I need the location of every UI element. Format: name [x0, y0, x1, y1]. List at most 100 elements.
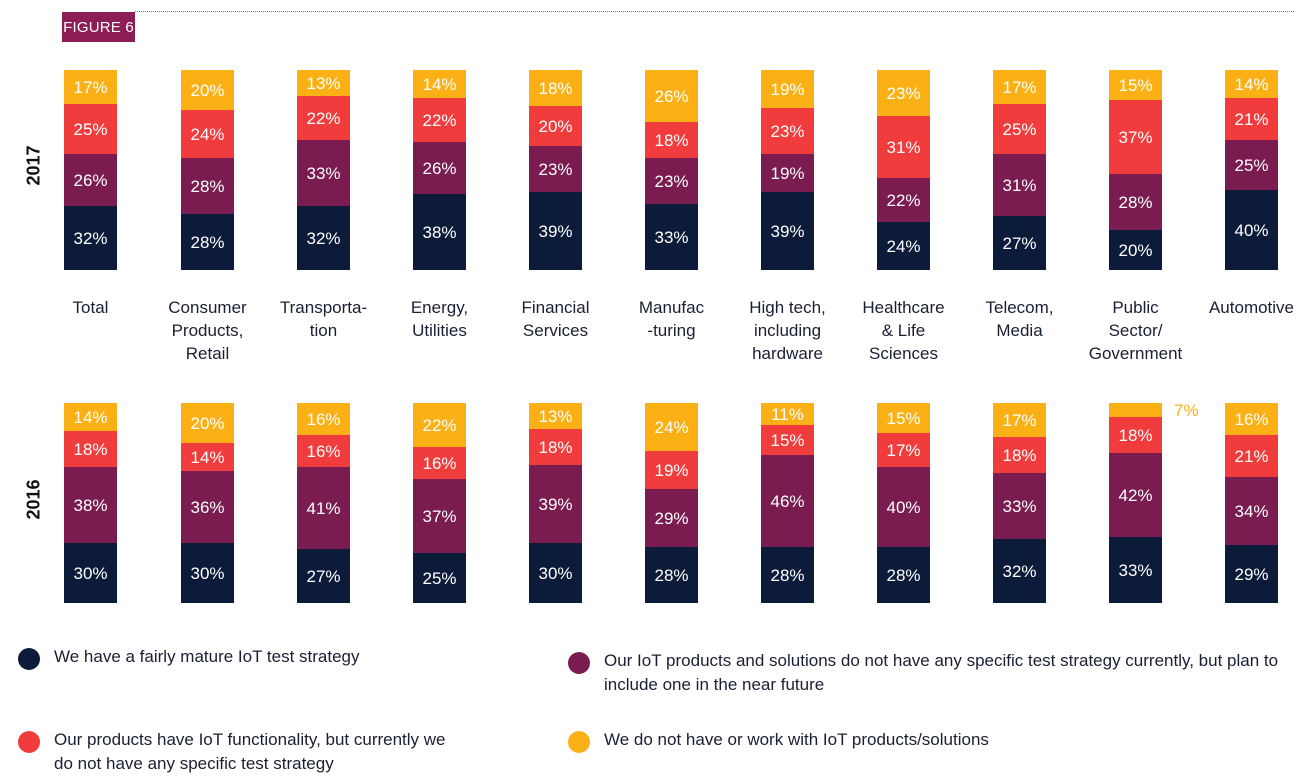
legend-item-no-iot: We do not have or work with IoT products… — [568, 728, 1268, 753]
data-label-2016-no_strategy-7: 17% — [886, 441, 920, 460]
bar-segment-2016-no_strategy-10 — [1225, 435, 1278, 477]
category-label-7: Healthcare & Life Sciences — [862, 298, 944, 363]
top-rule — [135, 11, 1294, 12]
data-label-2017-no_iot-3: 14% — [422, 75, 456, 94]
data-label-2017-mature-5: 33% — [654, 228, 688, 247]
data-label-2016-no_strategy-9: 18% — [1118, 426, 1152, 445]
data-label-2016-no_strategy-4: 18% — [538, 438, 572, 457]
stacked-bar-chart: 32% 26% 25% 17% 28% 28% 24% 20% 32% 33% 22% 13% 38% 2… — [64, 70, 1294, 603]
data-label-2016-no_iot-5: 24% — [654, 418, 688, 437]
bar-segment-2017-plan-1 — [181, 158, 234, 214]
bar-segment-2017-plan-5 — [645, 158, 698, 204]
data-label-2016-plan-7: 40% — [886, 498, 920, 517]
bar-segment-2016-plan-9 — [1109, 453, 1162, 537]
bar-segment-2016-plan-7 — [877, 467, 930, 547]
data-label-2017-plan-1: 28% — [190, 177, 224, 196]
bar-segment-2016-no_strategy-4 — [529, 429, 582, 465]
data-label-2017-no_iot-0: 17% — [73, 78, 107, 97]
bar-segment-2016-no_strategy-6 — [761, 425, 814, 455]
data-label-2016-mature-3: 25% — [422, 569, 456, 588]
data-label-2017-no_iot-1: 20% — [190, 81, 224, 100]
bar-segment-2017-no_iot-3 — [413, 70, 466, 98]
data-label-2017-no_strategy-10: 21% — [1234, 110, 1268, 129]
bar-segment-2017-mature-10 — [1225, 190, 1278, 270]
bar-segment-2016-plan-1 — [181, 471, 234, 543]
bar-segment-2016-no_iot-10 — [1225, 403, 1278, 435]
data-label-2016-plan-6: 46% — [770, 492, 804, 511]
legend-dot-mature — [18, 648, 40, 670]
bar-segment-2016-mature-5 — [645, 547, 698, 603]
bar-segment-2016-no_strategy-3 — [413, 447, 466, 479]
bar-segment-2017-mature-7 — [877, 222, 930, 270]
data-label-2017-no_strategy-0: 25% — [73, 120, 107, 139]
data-label-2017-plan-0: 26% — [73, 171, 107, 190]
bar-segment-2017-no_iot-7 — [877, 70, 930, 116]
data-label-2017-plan-8: 31% — [1002, 176, 1036, 195]
bar-segment-2017-no_iot-0 — [64, 70, 117, 104]
data-label-2016-mature-0: 30% — [73, 564, 107, 583]
bar-segment-2017-no_strategy-8 — [993, 104, 1046, 154]
data-label-2017-mature-10: 40% — [1234, 221, 1268, 240]
category-label-5: Manufac -turing — [639, 298, 705, 340]
bar-segment-2016-no_iot-9 — [1109, 403, 1162, 417]
bar-segment-2016-mature-4 — [529, 543, 582, 603]
bar-segment-2016-no_iot-4 — [529, 403, 582, 429]
legend-dot-no-strategy — [18, 731, 40, 753]
data-label-2017-no_iot-2: 13% — [306, 74, 340, 93]
category-label-10: Automotive — [1209, 298, 1294, 317]
data-label-2016-no_strategy-8: 18% — [1002, 446, 1036, 465]
legend-label-mature: We have a fairly mature IoT test strateg… — [54, 647, 360, 666]
bar-segment-2016-mature-9 — [1109, 537, 1162, 603]
bar-segment-2017-mature-8 — [993, 216, 1046, 270]
category-label-8: Telecom, Media — [985, 298, 1053, 340]
bar-segment-2017-mature-3 — [413, 194, 466, 270]
data-label-2017-no_strategy-9: 37% — [1118, 128, 1152, 147]
legend-dot-plan — [568, 652, 590, 674]
bar-segment-2016-plan-0 — [64, 467, 117, 543]
data-label-2016-plan-10: 34% — [1234, 502, 1268, 521]
data-label-2016-no_iot-3: 22% — [422, 416, 456, 435]
bar-segment-2017-no_iot-5 — [645, 70, 698, 122]
data-label-2017-no_iot-9: 15% — [1118, 76, 1152, 95]
bar-segment-2017-no_strategy-6 — [761, 108, 814, 154]
data-label-2017-no_strategy-1: 24% — [190, 125, 224, 144]
data-label-2016-plan-8: 33% — [1002, 497, 1036, 516]
bar-segment-2017-mature-2 — [297, 206, 350, 270]
data-label-2016-no_strategy-6: 15% — [770, 431, 804, 450]
bar-segment-2017-no_strategy-1 — [181, 110, 234, 158]
bar-segment-2016-no_iot-8 — [993, 403, 1046, 437]
bar-segment-2017-no_iot-9 — [1109, 70, 1162, 100]
legend-label-no-iot: We do not have or work with IoT products… — [604, 730, 989, 749]
data-label-2016-no_iot-2: 16% — [306, 410, 340, 429]
data-label-2017-mature-6: 39% — [770, 222, 804, 241]
bar-segment-2016-mature-2 — [297, 549, 350, 603]
bar-segment-2016-plan-3 — [413, 479, 466, 553]
data-label-2016-mature-8: 32% — [1002, 562, 1036, 581]
bar-segment-2016-no_iot-1 — [181, 403, 234, 443]
bar-segment-2017-no_strategy-0 — [64, 104, 117, 154]
bar-segment-2016-no_strategy-5 — [645, 451, 698, 489]
data-label-2016-no_iot-0: 14% — [73, 408, 107, 427]
legend-item-no-strategy: Our products have IoT functionality, but… — [18, 728, 448, 776]
data-label-2016-plan-9: 42% — [1118, 486, 1152, 505]
bar-segment-2016-mature-7 — [877, 547, 930, 603]
data-label-2017-mature-1: 28% — [190, 233, 224, 252]
data-label-2016-plan-0: 38% — [73, 496, 107, 515]
data-label-2017-mature-7: 24% — [886, 237, 920, 256]
data-label-2017-no_iot-7: 23% — [886, 84, 920, 103]
data-label-2017-no_strategy-5: 18% — [654, 131, 688, 150]
figure-label: FIGURE 6 — [62, 12, 135, 42]
data-label-2016-no_iot-1: 20% — [190, 414, 224, 433]
year-label-2017: 2017 — [23, 145, 44, 186]
bar-segment-2017-plan-2 — [297, 140, 350, 206]
bar-segment-2016-no_strategy-1 — [181, 443, 234, 471]
bar-segment-2016-mature-3 — [413, 553, 466, 603]
data-label-2016-mature-10: 29% — [1234, 565, 1268, 584]
bar-segment-2017-plan-0 — [64, 154, 117, 206]
bar-segment-2016-no_iot-5 — [645, 403, 698, 451]
bar-segment-2017-no_iot-1 — [181, 70, 234, 110]
data-label-2017-no_iot-10: 14% — [1234, 75, 1268, 94]
category-label-9: Public Sector/Government — [1089, 298, 1183, 363]
bar-segment-2017-plan-9 — [1109, 174, 1162, 230]
data-label-2017-no_iot-4: 18% — [538, 79, 572, 98]
